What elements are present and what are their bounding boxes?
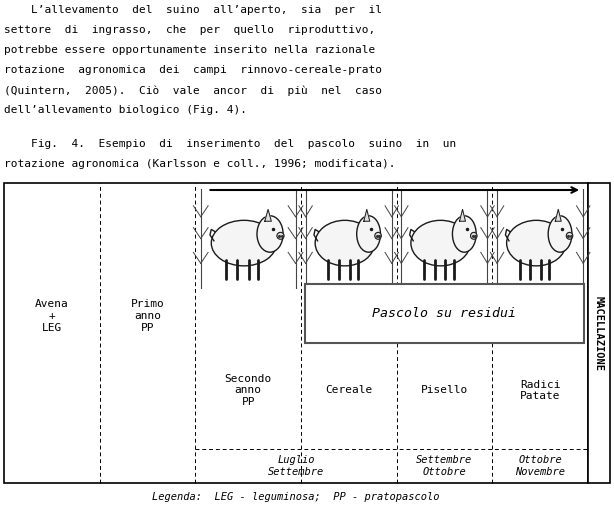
Polygon shape xyxy=(555,210,561,221)
Ellipse shape xyxy=(566,233,573,239)
Text: Radici
Patate: Radici Patate xyxy=(520,380,561,401)
Ellipse shape xyxy=(357,216,381,252)
Bar xyxy=(588,183,610,483)
Text: Pascolo su residui: Pascolo su residui xyxy=(373,307,516,320)
Bar xyxy=(4,183,588,483)
Polygon shape xyxy=(459,210,465,221)
Ellipse shape xyxy=(411,220,470,266)
Ellipse shape xyxy=(453,216,476,252)
Ellipse shape xyxy=(375,233,381,239)
Text: Settembre
Ottobre: Settembre Ottobre xyxy=(416,455,473,477)
Ellipse shape xyxy=(507,220,566,266)
Text: MACELLAZIONE: MACELLAZIONE xyxy=(594,295,604,370)
Ellipse shape xyxy=(548,216,572,252)
Text: potrebbe essere opportunamente inserito nella razionale: potrebbe essere opportunamente inserito … xyxy=(4,45,375,55)
Text: L’allevamento  del  suino  all’aperto,  sia  per  il: L’allevamento del suino all’aperto, sia … xyxy=(4,5,382,15)
Text: dell’allevamento biologico (Fig. 4).: dell’allevamento biologico (Fig. 4). xyxy=(4,105,247,115)
Text: Cereale: Cereale xyxy=(325,385,372,396)
Ellipse shape xyxy=(277,233,284,239)
Ellipse shape xyxy=(470,233,477,239)
Polygon shape xyxy=(265,210,271,221)
Text: Fig.  4.  Esempio  di  inserimento  del  pascolo  suino  in  un: Fig. 4. Esempio di inserimento del pasco… xyxy=(4,139,456,149)
Text: Avena
+
LEG: Avena + LEG xyxy=(35,299,69,333)
Text: Primo
anno
PP: Primo anno PP xyxy=(131,299,165,333)
Bar xyxy=(305,284,584,342)
Ellipse shape xyxy=(315,220,375,266)
Text: rotazione agronomica (Karlsson e coll., 1996; modificata).: rotazione agronomica (Karlsson e coll., … xyxy=(4,159,395,169)
Text: (Quintern,  2005).  Ciò  vale  ancor  di  più  nel  caso: (Quintern, 2005). Ciò vale ancor di più … xyxy=(4,85,382,96)
Text: Legenda:  LEG - leguminosa;  PP - pratopascolo: Legenda: LEG - leguminosa; PP - pratopas… xyxy=(152,492,440,502)
Ellipse shape xyxy=(211,220,276,266)
Text: Ottobre
Novembre: Ottobre Novembre xyxy=(515,455,565,477)
Polygon shape xyxy=(364,210,370,221)
Text: Luglio
Settembre: Luglio Settembre xyxy=(268,455,324,477)
Text: settore  di  ingrasso,  che  per  quello  riproduttivo,: settore di ingrasso, che per quello ripr… xyxy=(4,25,375,35)
Text: rotazione  agronomica  dei  campi  rinnovo-cereale-prato: rotazione agronomica dei campi rinnovo-c… xyxy=(4,65,382,75)
Text: Secondo
anno
PP: Secondo anno PP xyxy=(225,374,272,407)
Ellipse shape xyxy=(257,216,283,252)
Text: Pisello: Pisello xyxy=(421,385,468,396)
